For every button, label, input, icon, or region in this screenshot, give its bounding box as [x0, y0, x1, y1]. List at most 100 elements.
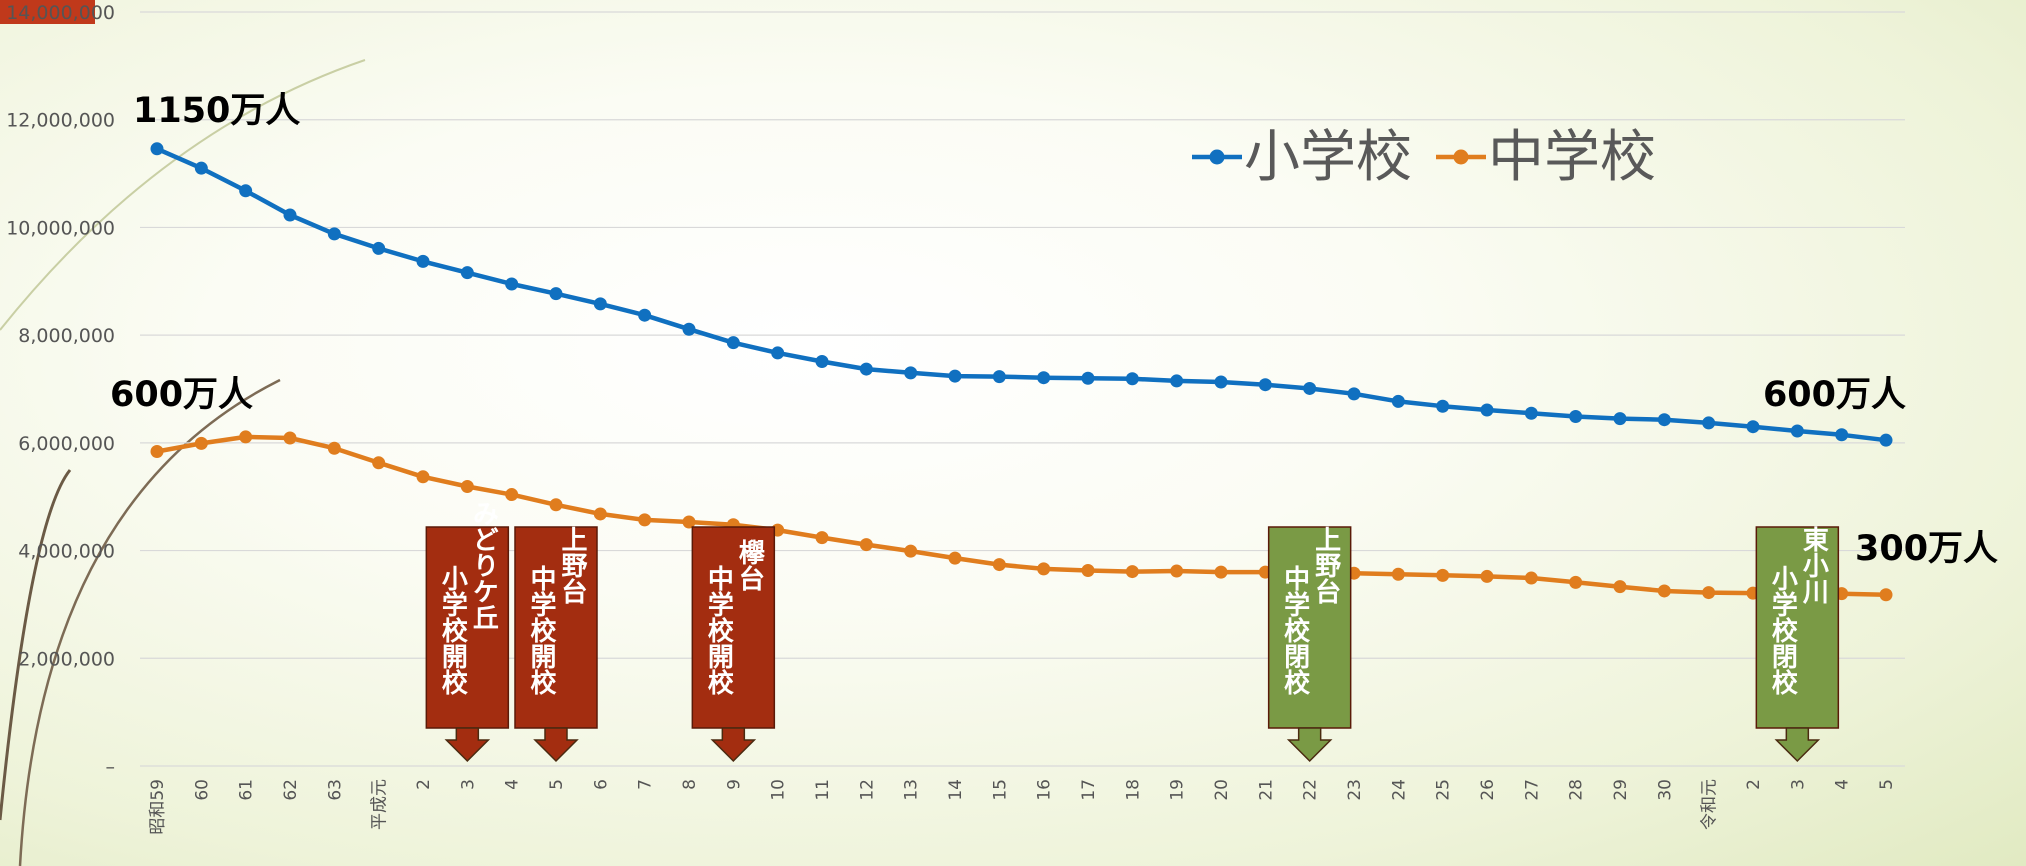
down-arrow-icon	[1286, 727, 1333, 763]
x-tick-label: 17	[1079, 779, 1099, 801]
data-point	[992, 558, 1006, 572]
data-point	[815, 531, 829, 545]
data-point	[1524, 406, 1538, 420]
data-point	[593, 297, 607, 311]
data-point	[1702, 586, 1716, 600]
event-label-action: 小学校閉校	[1767, 565, 1797, 696]
data-point	[1879, 588, 1893, 602]
x-tick-label: 26	[1478, 779, 1498, 801]
x-tick-label: 13	[902, 779, 922, 801]
data-point	[1746, 420, 1760, 434]
x-tick-label: 5	[1877, 779, 1897, 790]
down-arrow-icon	[1774, 727, 1821, 763]
legend-label: 小学校	[1244, 125, 1412, 190]
data-point	[1170, 374, 1184, 388]
legend-swatch-marker	[1453, 149, 1469, 165]
data-point	[1258, 378, 1272, 392]
y-tick-label: 14,000,000	[6, 2, 115, 24]
data-point	[327, 227, 341, 241]
y-tick-label: 4,000,000	[18, 541, 115, 563]
data-point	[194, 436, 208, 450]
decoration	[0, 0, 366, 866]
data-point	[1613, 412, 1627, 426]
event-label-name: 東小川	[1798, 526, 1828, 604]
data-point	[1657, 413, 1671, 427]
data-point	[859, 362, 873, 376]
y-axis: – 2,000,000 4,000,000 6,000,000 8,000,000 10,…	[6, 2, 115, 778]
data-point	[1391, 394, 1405, 408]
x-tick-label: 18	[1123, 779, 1143, 801]
event-label-name: 上野台	[1311, 526, 1341, 604]
x-tick-label: 24	[1389, 779, 1409, 801]
data-point	[1037, 371, 1051, 385]
annotations: 1150万人 600万人 600万人 300万人	[110, 91, 1998, 569]
event-banner	[514, 526, 598, 729]
value-annotation: 300万人	[1855, 529, 1998, 569]
x-tick-label: 20	[1212, 779, 1232, 801]
x-tick-label: 2	[414, 779, 434, 790]
data-point	[948, 551, 962, 565]
data-point	[505, 488, 519, 502]
x-tick-label: 28	[1567, 779, 1587, 801]
data-point	[1037, 562, 1051, 576]
y-tick-label: –	[106, 756, 116, 778]
data-point	[150, 142, 164, 156]
data-point	[771, 346, 785, 360]
y-tick-label: 2,000,000	[18, 648, 115, 670]
value-annotation: 600万人	[110, 375, 253, 415]
event-label-name: 上野台	[557, 526, 587, 604]
x-tick-label: 21	[1256, 779, 1276, 801]
data-point	[1125, 372, 1139, 386]
series-lines	[150, 142, 1893, 602]
event-banner	[1267, 526, 1352, 729]
data-point	[505, 277, 519, 291]
x-tick-label: 3	[1788, 779, 1808, 790]
data-point	[1702, 416, 1716, 430]
data-point	[1480, 403, 1494, 417]
x-tick-label: 62	[281, 779, 301, 801]
data-point	[682, 322, 696, 336]
data-point	[1436, 399, 1450, 413]
y-tick-label: 12,000,000	[6, 110, 115, 132]
x-tick-label: 4	[503, 779, 523, 790]
gridlines	[140, 11, 1905, 767]
x-tick-label: 30	[1655, 779, 1675, 801]
x-tick-label: 6	[591, 779, 611, 790]
event-label-action: 中学校閉校	[1280, 565, 1310, 696]
series-line-junior-high	[156, 434, 1887, 597]
x-tick-label: 昭和59	[148, 779, 168, 835]
data-point	[593, 507, 607, 521]
x-tick-label: 19	[1168, 779, 1188, 801]
x-tick-label: 23	[1345, 779, 1365, 801]
x-tick-label: 平成元	[370, 779, 390, 830]
data-point	[1657, 584, 1671, 598]
series-line-elementary	[156, 146, 1887, 443]
x-tick-label: 15	[990, 779, 1010, 801]
x-tick-label: 3	[458, 779, 478, 790]
event-label-action: 中学校開校	[703, 565, 733, 696]
legend: 小学校 中学校	[1192, 125, 1656, 190]
data-point	[460, 266, 474, 280]
data-point	[239, 184, 253, 198]
event-label-action: 中学校開校	[526, 565, 556, 696]
legend-swatch-marker	[1209, 149, 1225, 165]
data-point	[283, 431, 297, 445]
data-point	[1835, 428, 1849, 442]
x-tick-label: 令和元	[1700, 779, 1720, 830]
data-point	[904, 366, 918, 380]
x-tick-label: 11	[813, 779, 833, 801]
data-point	[1879, 433, 1893, 447]
data-point	[1790, 424, 1804, 438]
data-point	[1569, 575, 1583, 589]
data-point	[327, 441, 341, 455]
x-tick-label: 22	[1301, 779, 1321, 801]
data-point	[859, 538, 873, 552]
down-arrow-icon	[533, 727, 579, 763]
event-banner	[425, 526, 510, 729]
data-point	[904, 544, 918, 558]
x-tick-label: 60	[192, 779, 212, 801]
